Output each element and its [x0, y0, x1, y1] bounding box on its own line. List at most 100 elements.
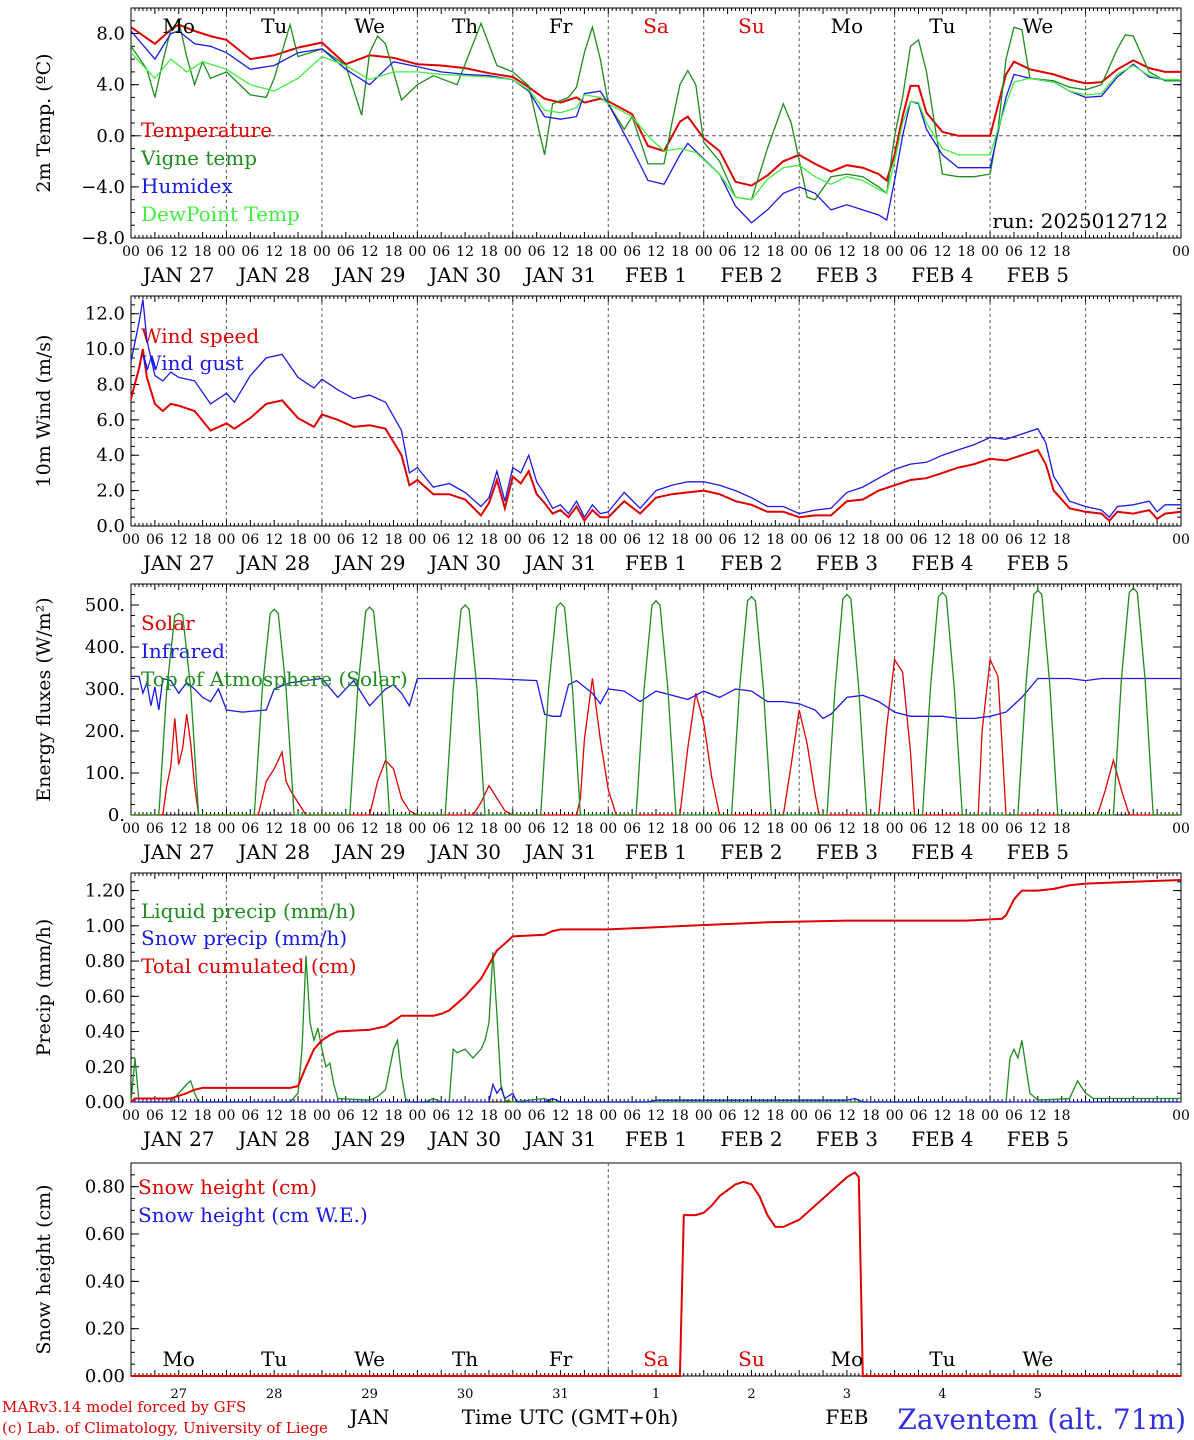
hour-tick-label: 06 [337, 821, 355, 837]
y-tick-label: 200. [85, 721, 125, 742]
hour-tick-label: 12 [170, 244, 188, 260]
hour-tick-label: 12 [552, 532, 570, 548]
legend-entry: DewPoint Temp [141, 202, 300, 226]
date-label: FEB 4 [911, 263, 973, 287]
hour-tick-label: 00 [695, 1108, 713, 1124]
series-line-dewpoint-temp [130, 52, 1181, 201]
hour-tick-label: 12 [1029, 532, 1047, 548]
day-number-label: 5 [1034, 1387, 1042, 1402]
panel-frame-3 [130, 583, 1182, 816]
hour-tick-label: 12 [1029, 821, 1047, 837]
hour-tick-label: 00 [408, 1108, 426, 1124]
hour-tick-label: 06 [146, 244, 164, 260]
series-line-humidex [130, 30, 1181, 224]
hour-tick-label: 00 [790, 244, 808, 260]
date-label: JAN 27 [141, 551, 215, 575]
weekday-label: Fr [549, 14, 573, 38]
y-tick-label: 500. [85, 595, 125, 616]
hour-tick-label: 00 [218, 244, 236, 260]
y-tick-label: 0.60 [85, 1224, 125, 1245]
hour-tick-label: 06 [1005, 532, 1023, 548]
y-axis-label: Precip (mm/h) [33, 919, 55, 1057]
date-label: JAN 28 [236, 263, 310, 287]
y-tick-label: 12.0 [85, 304, 125, 325]
hour-tick-label: 12 [838, 244, 856, 260]
date-label: FEB 3 [816, 551, 878, 575]
hour-tick-label: 18 [671, 1108, 689, 1124]
y-tick-label: 0.40 [85, 1022, 125, 1043]
hour-tick-label: 12 [265, 821, 283, 837]
hour-tick-label: 06 [241, 1108, 259, 1124]
hour-tick-label: 18 [480, 821, 498, 837]
hour-tick-label: 00 [981, 1108, 999, 1124]
month-label: FEB [825, 1405, 868, 1429]
hour-tick-label: 06 [910, 821, 928, 837]
time-axis-label: Time UTC (GMT+0h) [462, 1405, 679, 1429]
weekday-label: Th [452, 14, 478, 38]
hour-tick-label: 06 [623, 821, 641, 837]
hour-tick-label: 12 [361, 821, 379, 837]
hour-tick-label: 12 [933, 532, 951, 548]
hour-tick-label: 18 [1053, 532, 1071, 548]
y-tick-label: 0. [108, 805, 125, 826]
hour-tick-label: 00 [599, 532, 617, 548]
legend-entry: Infrared [141, 639, 225, 663]
date-label: JAN 29 [332, 263, 406, 287]
hour-tick-label: 12 [933, 821, 951, 837]
hour-tick-label: 18 [957, 1108, 975, 1124]
weekday-label: Th [452, 1347, 478, 1371]
y-tick-label: 300. [85, 679, 125, 700]
hour-tick-label: 18 [766, 244, 784, 260]
y-tick-label: 0.80 [85, 1177, 125, 1198]
weekday-label: We [1022, 1347, 1053, 1371]
y-tick-label: 100. [85, 763, 125, 784]
hour-tick-label: 00 [1172, 532, 1190, 548]
hour-tick-label: 12 [552, 1108, 570, 1124]
hour-tick-label: 00 [981, 244, 999, 260]
hour-tick-label: 06 [337, 244, 355, 260]
day-number-label: 28 [266, 1387, 283, 1402]
hour-tick-label: 12 [838, 821, 856, 837]
hour-tick-label: 00 [122, 821, 140, 837]
hour-tick-label: 00 [599, 1108, 617, 1124]
day-number-label: 29 [361, 1387, 378, 1402]
series-line-snow-height-cm- [131, 1171, 1181, 1377]
hour-tick-label: 12 [647, 532, 665, 548]
hour-tick-label: 18 [862, 1108, 880, 1124]
hour-tick-label: 00 [408, 821, 426, 837]
weekday-label: We [1022, 14, 1053, 38]
hour-tick-label: 00 [790, 1108, 808, 1124]
hour-tick-label: 18 [1053, 244, 1071, 260]
hour-tick-label: 18 [289, 244, 307, 260]
hour-tick-label: 12 [265, 244, 283, 260]
hour-tick-label: 12 [1029, 1108, 1047, 1124]
date-label: FEB 5 [1007, 551, 1069, 575]
hour-tick-label: 06 [1005, 821, 1023, 837]
hour-tick-label: 06 [623, 532, 641, 548]
hour-tick-label: 12 [456, 821, 474, 837]
legend-entry: Snow height (cm W.E.) [138, 1203, 368, 1227]
legend-entry: Total cumulated (cm) [141, 954, 357, 978]
hour-tick-label: 18 [289, 1108, 307, 1124]
hour-tick-label: 00 [504, 1108, 522, 1124]
hour-tick-label: 12 [361, 1108, 379, 1124]
hour-tick-label: 18 [575, 1108, 593, 1124]
hour-tick-label: 06 [814, 821, 832, 837]
hour-tick-label: 06 [432, 532, 450, 548]
date-label: JAN 30 [427, 840, 501, 864]
hour-tick-label: 18 [671, 244, 689, 260]
hour-tick-label: 06 [528, 1108, 546, 1124]
hour-tick-label: 06 [241, 821, 259, 837]
day-number-label: 4 [938, 1387, 946, 1402]
hour-tick-label: 00 [313, 821, 331, 837]
hour-tick-label: 18 [671, 532, 689, 548]
legend-entry: Top of Atmosphere (Solar) [141, 667, 408, 691]
date-label: FEB 2 [720, 263, 782, 287]
hour-tick-label: 06 [528, 532, 546, 548]
hour-tick-label: 12 [170, 821, 188, 837]
hour-tick-label: 12 [933, 1108, 951, 1124]
hour-tick-label: 18 [766, 1108, 784, 1124]
hour-tick-label: 06 [910, 1108, 928, 1124]
hour-tick-label: 18 [575, 244, 593, 260]
